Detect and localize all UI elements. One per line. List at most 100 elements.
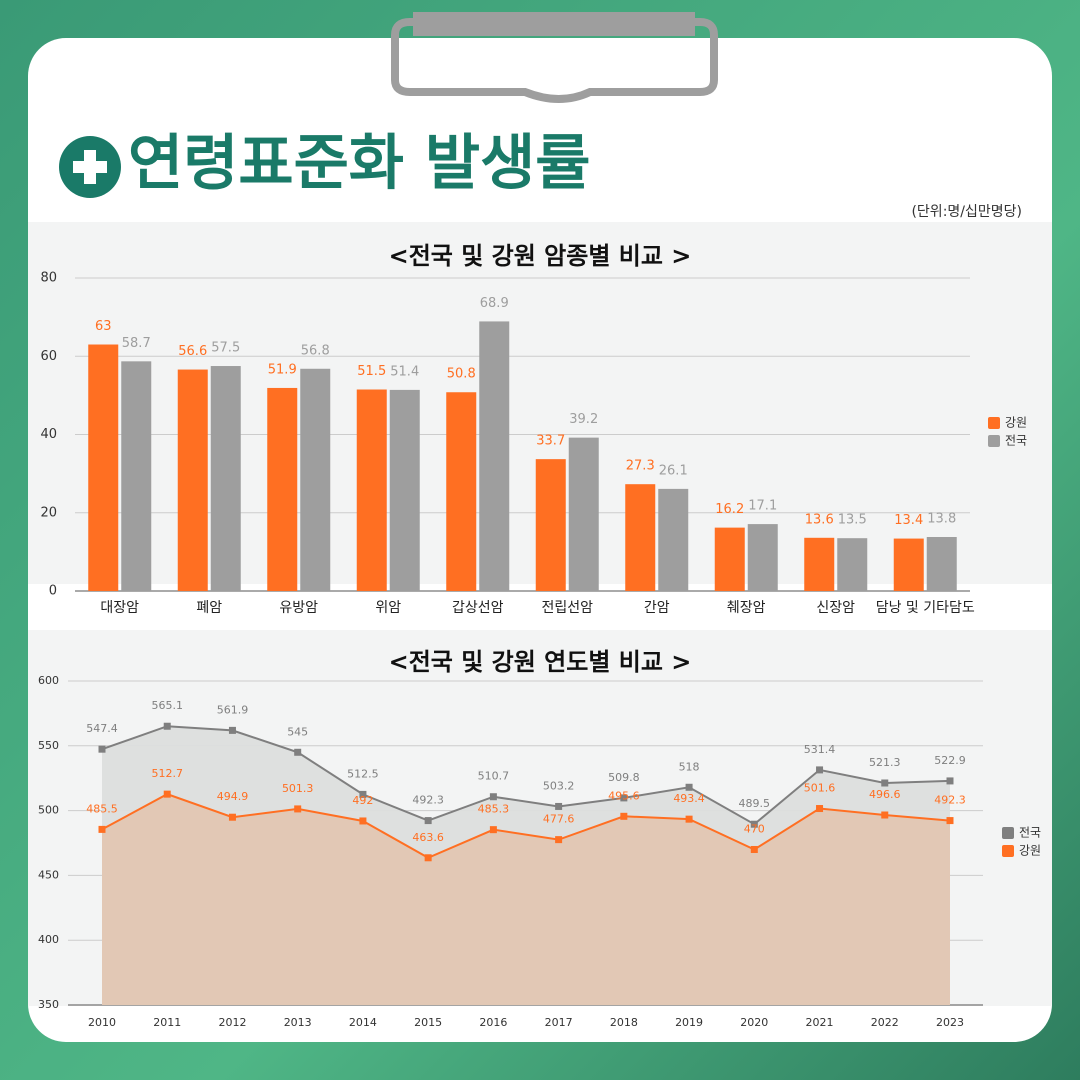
value-label: 547.4 xyxy=(86,722,118,735)
point xyxy=(228,726,236,734)
unit: (단위:명/십만명당) xyxy=(911,204,1022,220)
point xyxy=(685,783,693,791)
point xyxy=(750,845,758,853)
point xyxy=(620,812,628,820)
point xyxy=(750,820,758,828)
value-label: 510.7 xyxy=(478,770,510,783)
value-label: 50.8 xyxy=(447,367,476,382)
value-label: 485.3 xyxy=(478,803,510,816)
chart-title: <전국 및 강원 연도별 비교 > xyxy=(389,648,692,676)
point xyxy=(228,813,236,821)
page-title: 연령표준화 발생률 xyxy=(128,129,591,199)
point xyxy=(946,777,954,785)
x-tick-label: 2019 xyxy=(675,1016,703,1029)
value-label: 477.6 xyxy=(543,813,575,826)
value-label: 496.6 xyxy=(869,788,901,801)
point xyxy=(98,745,106,753)
x-tick-label: 2021 xyxy=(806,1016,834,1029)
value-label: 492.3 xyxy=(412,794,444,807)
value-label: 512.5 xyxy=(347,767,379,780)
value-label: 58.7 xyxy=(122,336,151,351)
x-tick-label: 갑상선암 xyxy=(452,600,504,616)
legend-label: 강원 xyxy=(1019,844,1041,858)
value-label: 495.6 xyxy=(608,789,640,802)
area xyxy=(102,794,950,1005)
value-label: 57.5 xyxy=(211,341,240,356)
value-label: 493.4 xyxy=(673,792,705,805)
y-tick-label: 400 xyxy=(38,933,59,946)
x-tick-label: 2010 xyxy=(88,1016,116,1029)
value-label: 518 xyxy=(679,760,700,773)
point xyxy=(946,817,954,825)
x-tick-label: 췌장암 xyxy=(727,600,766,616)
y-tick-label: 450 xyxy=(38,868,59,881)
bar xyxy=(177,369,208,591)
x-tick-label: 간암 xyxy=(644,600,670,616)
value-label: 522.9 xyxy=(934,754,966,767)
icon-plus xyxy=(73,150,107,184)
value-label: 531.4 xyxy=(804,743,836,756)
y-tick-label: 80 xyxy=(40,271,57,286)
point xyxy=(294,805,302,813)
x-tick-label: 2016 xyxy=(479,1016,507,1029)
bar xyxy=(356,389,387,591)
x-tick-label: 2020 xyxy=(740,1016,768,1029)
bar xyxy=(568,437,599,591)
value-label: 494.9 xyxy=(217,790,249,803)
line xyxy=(101,725,951,826)
bar xyxy=(926,537,957,591)
value-label: 63 xyxy=(95,319,112,334)
y-tick-label: 20 xyxy=(40,505,57,520)
y-tick-label: 40 xyxy=(40,427,57,442)
value-label: 13.8 xyxy=(927,512,956,527)
x-tick-label: 담낭 및 기타담도 xyxy=(876,600,975,616)
bar xyxy=(804,537,835,591)
value-label: 33.7 xyxy=(536,434,565,449)
point xyxy=(881,811,889,819)
value-label: 27.3 xyxy=(626,459,655,474)
point xyxy=(359,790,367,798)
bar xyxy=(535,459,566,591)
bar xyxy=(121,361,152,591)
point xyxy=(620,794,628,802)
bar xyxy=(88,344,119,591)
bar xyxy=(446,392,477,591)
y-tick-label: 600 xyxy=(38,674,59,687)
bar xyxy=(210,366,241,591)
value-label: 512.7 xyxy=(151,767,183,780)
point xyxy=(555,836,563,844)
x-tick-label: 신장암 xyxy=(816,600,855,616)
x-tick-label: 2014 xyxy=(349,1016,377,1029)
x-tick-label: 대장암 xyxy=(100,600,139,616)
x-tick-label: 위암 xyxy=(375,600,401,616)
value-label: 489.5 xyxy=(739,797,771,810)
legend-swatch xyxy=(1002,845,1014,857)
x-tick-label: 2018 xyxy=(610,1016,638,1029)
value-label: 16.2 xyxy=(715,502,744,517)
x-tick-label: 2022 xyxy=(871,1016,899,1029)
x-tick-label: 2017 xyxy=(545,1016,573,1029)
y-tick-label: 0 xyxy=(49,584,57,599)
legend-swatch xyxy=(1002,827,1014,839)
line xyxy=(101,793,951,859)
bar xyxy=(300,368,331,591)
legend-swatch xyxy=(988,435,1000,447)
value-label: 503.2 xyxy=(543,779,575,792)
value-label: 56.8 xyxy=(301,343,330,358)
value-label: 470 xyxy=(744,822,765,835)
bar xyxy=(714,527,745,591)
chart-title: <전국 및 강원 암종별 비교 > xyxy=(389,242,692,270)
value-label: 501.3 xyxy=(282,782,314,795)
x-tick-label: 2023 xyxy=(936,1016,964,1029)
point xyxy=(163,790,171,798)
value-label: 13.6 xyxy=(805,512,834,527)
point xyxy=(163,722,171,730)
point xyxy=(489,793,497,801)
legend-label: 전국 xyxy=(1019,826,1041,840)
x-tick-label: 2011 xyxy=(153,1016,181,1029)
clip-top xyxy=(413,12,695,36)
value-label: 561.9 xyxy=(217,703,249,716)
y-tick-label: 500 xyxy=(38,804,59,817)
value-label: 51.5 xyxy=(357,364,386,379)
